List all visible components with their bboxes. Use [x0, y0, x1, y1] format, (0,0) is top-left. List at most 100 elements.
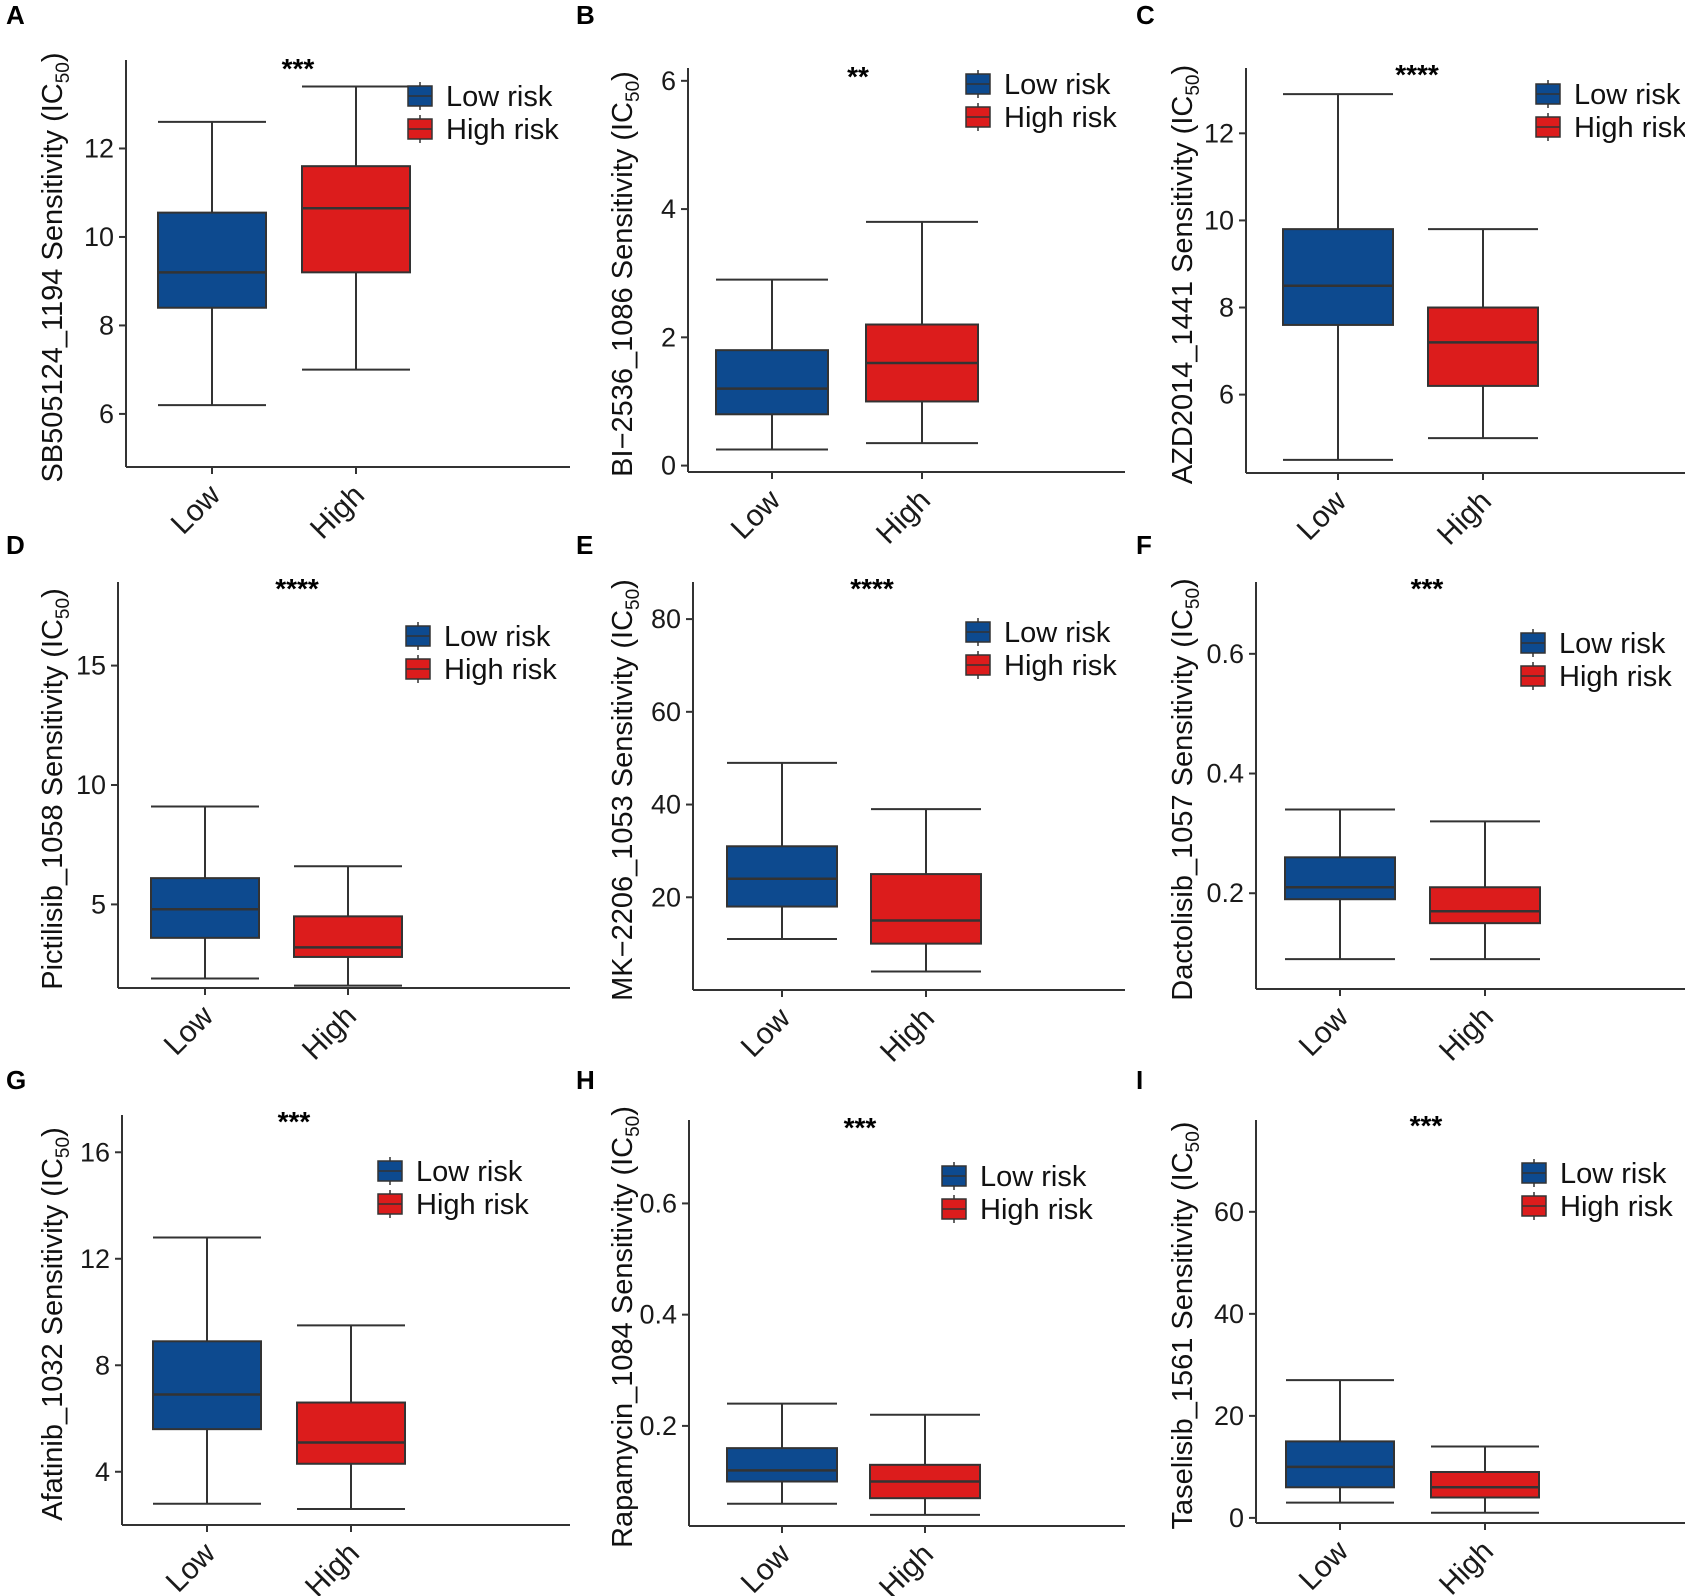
panel-letter: D — [6, 530, 25, 560]
y-axis-label-subscript: 50 — [1183, 75, 1204, 96]
box-low — [726, 761, 838, 940]
box-low — [1282, 93, 1394, 461]
x-category-label: Low — [165, 478, 227, 540]
box-low — [152, 1236, 262, 1505]
significance-label: *** — [282, 53, 315, 84]
x-category-label: High — [1433, 1001, 1500, 1068]
y-axis-label-main: MK−2206_1053 Sensitivity (IC — [607, 610, 639, 1001]
y-axis-label-main: Taselisib_1561 Sensitivity (IC — [1167, 1152, 1199, 1529]
box-low — [726, 1402, 838, 1505]
iqr-box — [1282, 228, 1394, 326]
y-axis-label-subscript: 50 — [53, 598, 74, 619]
significance-label: **** — [275, 573, 319, 604]
box-high — [301, 85, 411, 371]
panel-d: D Pictilisib_1058 Sensitivity (IC50) 5 10 15… — [6, 530, 570, 1067]
x-category-label: Low — [158, 999, 220, 1061]
panel-letter: G — [6, 1065, 26, 1095]
iqr-box — [152, 1340, 262, 1431]
x-category-label: Low — [1291, 484, 1353, 546]
panel-e: EMK−2206_1053 Sensitivity (IC50)20406080… — [576, 530, 1125, 1069]
x-category-label: Low — [160, 1536, 222, 1596]
legend-label: High risk — [1004, 102, 1117, 134]
iqr-box — [157, 211, 267, 309]
panel-g: G Afatinib_1032 Sensitivity (IC50) 4 8 12 16 L… — [6, 1065, 570, 1596]
y-axis-label-subscript: 50 — [53, 1137, 74, 1158]
x-category-label: High — [296, 1000, 363, 1067]
y-tick-label: 0.6 — [1206, 639, 1244, 669]
y-axis-label-close: ) — [1167, 65, 1199, 75]
box-high — [870, 808, 982, 973]
iqr-box — [870, 873, 982, 945]
y-tick-label: 6 — [661, 66, 676, 96]
legend-label: Low risk — [1559, 628, 1666, 660]
x-category-label: High — [304, 479, 371, 546]
y-tick-label: 8 — [95, 1350, 110, 1380]
x-category-label: Low — [735, 1001, 797, 1063]
iqr-box — [726, 1447, 838, 1483]
x-category-label: High — [1433, 1535, 1500, 1596]
y-axis-label-subscript: 50 — [623, 81, 644, 102]
iqr-box — [726, 845, 838, 908]
y-tick-label: 0 — [1229, 1503, 1244, 1533]
panel-letter: B — [576, 0, 595, 30]
box-high — [1427, 228, 1539, 440]
legend-label: Low risk — [416, 1156, 523, 1188]
y-axis-label-main: BI−2536_1086 Sensitivity (IC — [607, 102, 639, 477]
y-axis-label-main: Dactolisib_1057 Sensitivity (IC — [1167, 609, 1199, 1001]
x-category-label: Low — [1293, 1000, 1355, 1062]
y-axis-label: Afatinib_1032 Sensitivity (IC50) — [37, 1127, 74, 1521]
y-axis-label-main: SB505124_1194 Sensitivity (IC — [37, 83, 69, 482]
significance-label: *** — [844, 1112, 877, 1143]
x-category-label: High — [870, 484, 937, 551]
y-tick-label: 12 — [84, 133, 114, 163]
y-axis-label: Rapamycin_1084 Sensitivity (IC50) — [607, 1106, 644, 1548]
y-tick-label: 20 — [651, 882, 681, 912]
iqr-box — [1284, 856, 1396, 901]
panel-letter: E — [576, 530, 593, 560]
y-tick-label: 10 — [1204, 205, 1234, 235]
box-high — [296, 1324, 406, 1511]
significance-label: *** — [1410, 1110, 1443, 1141]
y-tick-label: 60 — [651, 697, 681, 727]
significance-label: **** — [850, 573, 894, 604]
y-tick-label: 5 — [91, 889, 106, 919]
iqr-box — [1427, 306, 1539, 387]
y-axis-label-main: Rapamycin_1084 Sensitivity (IC — [607, 1137, 639, 1548]
box-low — [715, 278, 829, 451]
panel-letter: C — [1136, 0, 1155, 30]
box-high — [1430, 1445, 1540, 1514]
y-axis-label-subscript: 50 — [53, 62, 74, 83]
box-low — [1284, 808, 1396, 961]
legend-label: Low risk — [444, 621, 551, 653]
y-axis-label-close: ) — [1167, 578, 1199, 588]
y-tick-label: 4 — [661, 194, 676, 224]
y-tick-label: 60 — [1214, 1197, 1244, 1227]
y-tick-label: 6 — [1219, 380, 1234, 410]
y-axis-label: AZD2014_1441 Sensitivity (IC50) — [1167, 65, 1204, 484]
y-tick-label: 15 — [76, 651, 106, 681]
x-category-label: High — [299, 1537, 366, 1596]
y-tick-label: 20 — [1214, 1401, 1244, 1431]
y-tick-label: 12 — [80, 1244, 110, 1274]
y-axis-label-main: Afatinib_1032 Sensitivity (IC — [37, 1158, 69, 1521]
y-tick-label: 12 — [1204, 118, 1234, 148]
x-category-label: Low — [1293, 1534, 1355, 1596]
box-high — [1429, 820, 1541, 961]
legend-label: Low risk — [446, 81, 553, 113]
x-category-label: High — [1431, 485, 1498, 552]
x-category-label: Low — [725, 483, 787, 545]
legend-label: High risk — [446, 114, 559, 146]
significance-label: *** — [1411, 573, 1444, 604]
y-axis-label: Pictilisib_1058 Sensitivity (IC50) — [37, 588, 74, 990]
y-tick-label: 16 — [80, 1137, 110, 1167]
legend-label: High risk — [1559, 661, 1672, 693]
y-tick-label: 6 — [99, 399, 114, 429]
y-axis-label-close: ) — [607, 1106, 639, 1116]
y-axis-label-close: ) — [37, 52, 69, 62]
legend-label: Low risk — [1560, 1158, 1667, 1190]
